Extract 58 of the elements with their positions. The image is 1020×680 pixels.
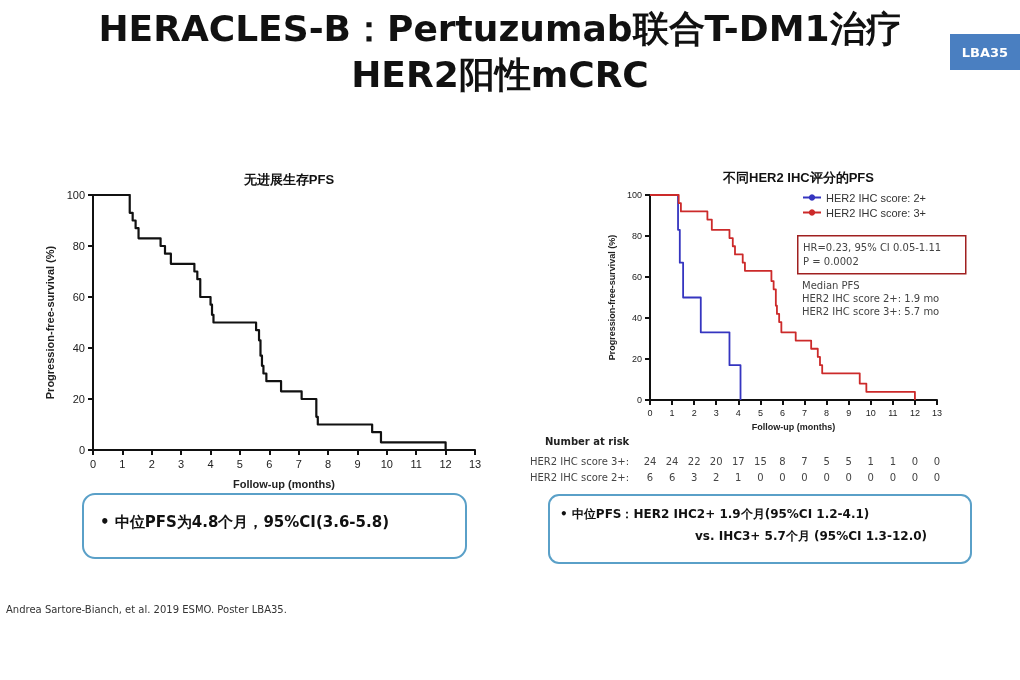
- legend-label: HER2 IHC score: 3+: [826, 206, 926, 219]
- text: HER2 IHC score 3+: 24 24 22 20 17 15 8 7 5 5 1 1 0 0: [530, 455, 941, 467]
- x-tick-label: 11: [888, 407, 898, 418]
- x-tick-label: 7: [802, 407, 808, 418]
- x-tick-label: 4: [207, 457, 214, 470]
- text: Andrea Sartore-Bianch, et al. 2019 ESMO. Poster LBA35.: [6, 604, 287, 615]
- x-tick-label: 13: [468, 457, 482, 470]
- y-tick-label: 0: [78, 444, 85, 456]
- x-tick-label: 9: [846, 407, 852, 418]
- y-tick-label: 20: [631, 354, 642, 364]
- x-tick-label: 5: [236, 457, 243, 470]
- text: Number at risk: [545, 435, 630, 447]
- y-tick-label: 100: [626, 190, 642, 200]
- x-axis-title: Follow-up (months): [232, 477, 336, 490]
- x-tick-label: 1: [119, 457, 126, 470]
- x-tick-label: 2: [691, 407, 697, 418]
- x-tick-label: 6: [266, 457, 273, 470]
- x-tick-label: 6: [779, 407, 785, 418]
- legend-label: HER2 IHC score: 2+: [826, 191, 926, 204]
- x-tick-label: 3: [713, 407, 719, 418]
- chart-title: 无进展生存PFS: [242, 172, 335, 187]
- y-axis-title: Progression-free-survival (%): [606, 234, 617, 361]
- text: • 中位PFS为4.8个月，95%CI(3.6-5.8): [100, 512, 389, 531]
- y-tick-label: 20: [72, 393, 85, 405]
- x-tick-label: 8: [824, 407, 830, 418]
- text: LBA35: [950, 34, 1020, 70]
- text: HER2 IHC score 2+: 6 6 3 2 1 0 0 0 0 0 0 0 0 0: [530, 471, 941, 483]
- x-tick-label: 2: [148, 457, 155, 470]
- x-tick-label: 13: [931, 407, 943, 418]
- x-axis-title: Follow-up (months): [751, 421, 836, 432]
- x-tick-label: 4: [735, 407, 741, 418]
- text: HERACLES-B：Pertuzumab联合T-DM1治疗 HER2阳性mCRC: [97, 7, 903, 97]
- x-tick-label: 11: [410, 457, 422, 470]
- annotation: HR=0.23, 95% CI 0.05-1.11 P = 0.0002: [803, 241, 942, 267]
- x-tick-label: 0: [89, 457, 97, 470]
- x-tick-label: 10: [380, 457, 393, 470]
- x-tick-label: 12: [439, 457, 452, 470]
- text: • 中位PFS：HER2 IHC2+ 1.9个月(95%CI 1.2-4.1) vs. IHC3+ 5.7个月 (95%CI 1.3-12.0): [560, 507, 928, 543]
- x-tick-label: 3: [178, 457, 185, 470]
- y-tick-label: 80: [72, 240, 85, 252]
- y-tick-label: 80: [631, 231, 642, 241]
- x-tick-label: 1: [669, 407, 675, 418]
- y-tick-label: 60: [72, 291, 85, 303]
- x-tick-label: 0: [647, 407, 653, 418]
- x-tick-label: 8: [325, 457, 332, 470]
- y-tick-label: 40: [631, 313, 642, 323]
- y-tick-label: 0: [636, 395, 642, 405]
- y-axis-title: Progression-free-survival (%): [44, 245, 57, 400]
- x-tick-label: 12: [909, 407, 920, 418]
- x-tick-label: 9: [354, 457, 361, 470]
- y-tick-label: 60: [631, 272, 642, 282]
- x-tick-label: 10: [865, 407, 876, 418]
- x-tick-label: 5: [757, 407, 763, 418]
- chart-title: 不同HER2 IHC评分的PFS: [722, 170, 875, 185]
- x-tick-label: 7: [295, 457, 302, 470]
- y-tick-label: 40: [72, 342, 85, 354]
- annotation: Median PFS HER2 IHC score 2+: 1.9 mo HER2 IHC score 3+: 5.7 mo: [802, 280, 940, 317]
- y-tick-label: 100: [66, 189, 85, 201]
